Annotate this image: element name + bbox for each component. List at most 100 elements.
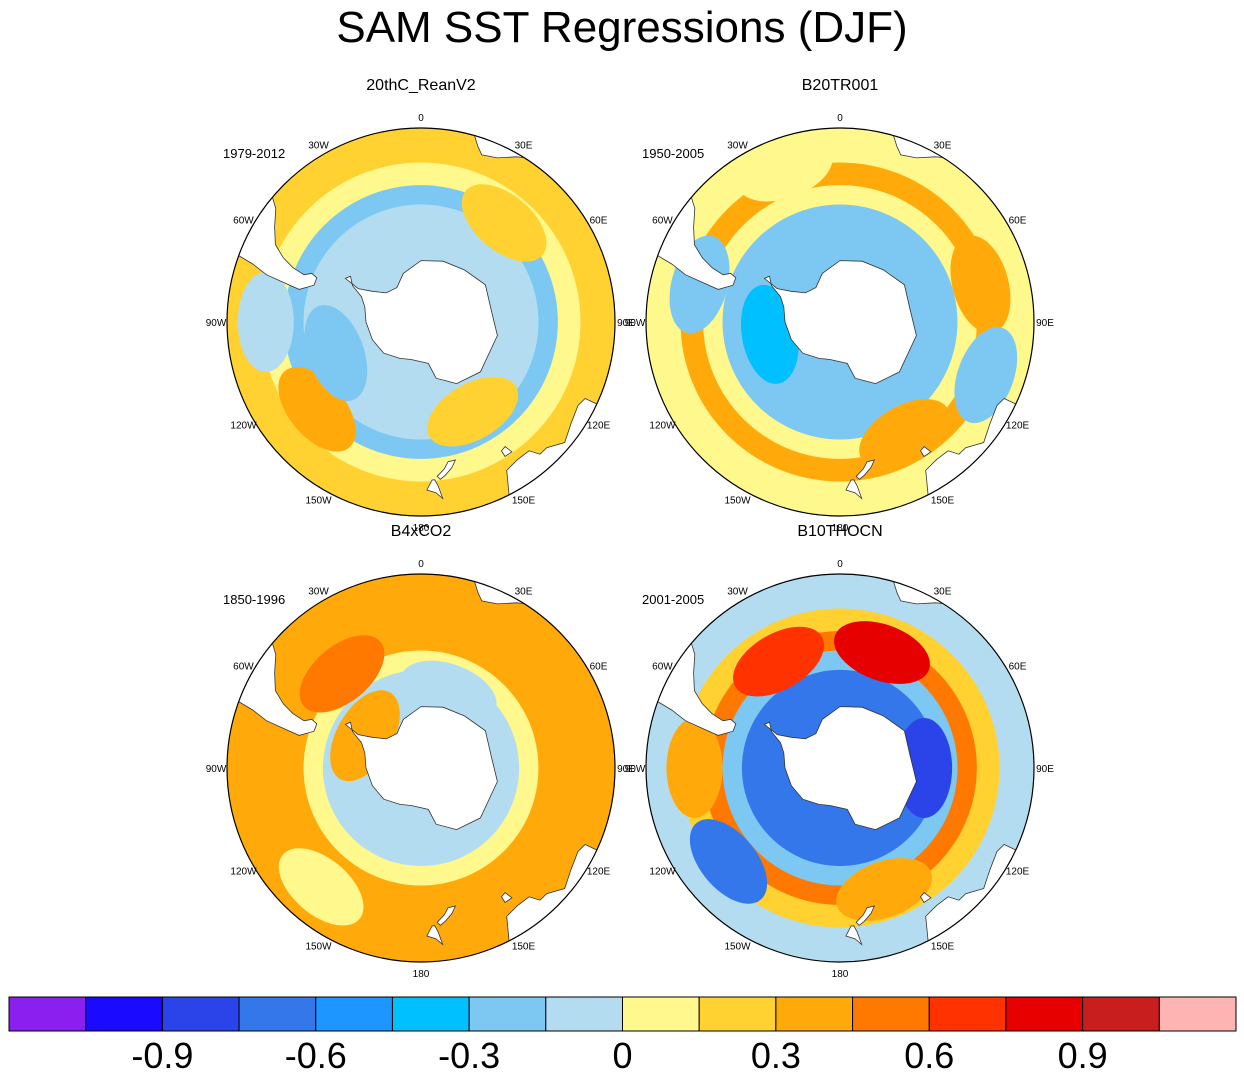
colorbar-tick-label: -0.6 [285,1035,347,1076]
longitude-label: 120E [587,421,611,432]
longitude-label: 60E [590,662,608,673]
longitude-label: 60E [1009,662,1027,673]
longitude-label: 180 [413,523,430,534]
longitude-label: 0 [418,113,424,124]
colorbar-tick-label: -0.9 [131,1035,193,1076]
longitude-label: 120E [1006,421,1030,432]
new-zealand [845,479,863,500]
colorbar-tick-label: 0.9 [1058,1035,1108,1076]
tasmania [920,446,932,457]
longitude-label: 90W [206,318,227,329]
new-zealand [845,925,863,946]
longitude-label: 150W [305,496,332,507]
longitude-label: 120E [1006,867,1030,878]
colorbar-tick-label: 0 [612,1035,632,1076]
panel-title: B10THOCN [797,523,882,540]
longitude-label: 180 [413,969,430,980]
map-panel-1: 0 30E 60E 90E 120E 150E 180 150W 120W 90W 60W 30W 20… [206,77,636,534]
colorbar-swatch [545,996,623,1032]
map-boundary [226,573,616,963]
colorbar-swatch [161,996,240,1032]
map-boundary [645,127,1035,517]
new-zealand [426,479,444,500]
sst-anomaly-patch [736,138,833,202]
sst-anomaly-patch [834,621,930,684]
sst-anomaly-patch [278,848,364,926]
panel-period: 1979-2012 [223,146,285,161]
longitude-label: 150E [931,942,955,953]
colorbar-swatch [468,996,547,1032]
antarctica [344,706,498,831]
colorbar-swatch [1082,996,1160,1032]
panel-period: 1950-2005 [642,146,704,161]
panel-title: B20TR001 [802,77,879,94]
longitude-label: 60W [233,216,254,227]
longitude-label: 150E [512,496,536,507]
colorbar: -0.9 -0.6 -0.3 0 0.3 0.6 0.9 [8,996,1237,1076]
longitude-label: 0 [837,113,843,124]
sst-anomaly-patch [299,635,385,713]
colorbar-swatch [315,996,393,1032]
longitude-label: 60W [233,662,254,673]
panel-title: 20thC_ReanV2 [366,77,476,94]
longitude-label: 90E [1036,764,1054,775]
colorbar-swatch [85,996,163,1032]
longitude-label: 120W [649,421,676,432]
longitude-label: 60W [652,662,673,673]
tasmania [501,446,513,457]
longitude-label: 120E [587,867,611,878]
panel-period: 2001-2005 [642,592,704,607]
longitude-label: 180 [832,523,849,534]
longitude-label: 60E [1009,216,1027,227]
sst-anomaly-patch [954,327,1018,424]
longitude-label: 120W [649,867,676,878]
longitude-label: 30W [727,586,748,597]
map-panel-3: 0 30E 60E 90E 120E 150E 180 150W 120W 90W 60W 30W B4… [206,523,636,980]
longitude-label: 30W [308,586,329,597]
longitude-label: 60W [652,216,673,227]
panel-title: B4xCO2 [391,523,452,540]
new-zealand [855,459,876,480]
tasmania [920,892,932,903]
new-zealand [436,905,457,926]
longitude-label: 180 [832,969,849,980]
longitude-label: 90W [206,764,227,775]
map-panel-4: 0 30E 60E 90E 120E 150E 180 150W 120W 90W 60W 30W B1… [625,523,1055,980]
longitude-label: 150W [724,496,751,507]
map-boundary [226,127,616,517]
figure-title: SAM SST Regressions (DJF) [336,3,908,52]
sst-anomaly-patch [689,819,768,904]
sst-anomaly-patch [733,626,825,697]
colorbar-swatch [238,996,317,1032]
colorbar-tick-label: 0.3 [751,1035,801,1076]
longitude-label: 90E [617,764,635,775]
colorbar-swatch [852,996,930,1032]
colorbar-swatch [928,996,1007,1032]
colorbar-swatch [622,996,700,1032]
longitude-label: 90E [617,318,635,329]
colorbar-tick-label: -0.3 [438,1035,500,1076]
longitude-label: 150W [724,942,751,953]
longitude-label: 90W [625,318,646,329]
longitude-label: 0 [418,559,424,570]
longitude-label: 120W [230,421,257,432]
panel-period: 1850-1996 [223,592,285,607]
new-zealand [426,925,444,946]
longitude-label: 0 [837,559,843,570]
longitude-label: 30E [515,140,533,151]
sst-anomaly-patch [950,235,1011,334]
new-zealand [436,459,457,480]
colorbar-swatch [391,996,470,1032]
new-zealand [855,905,876,926]
longitude-label: 90W [625,764,646,775]
longitude-label: 150W [305,942,332,953]
antarctica [763,706,917,831]
sst-anomaly-patch [461,184,547,262]
colorbar-swatch [1005,996,1084,1032]
longitude-label: 30E [934,140,952,151]
longitude-label: 150E [931,496,955,507]
tasmania [501,892,513,903]
colorbar-swatch [1158,996,1237,1032]
longitude-label: 30W [727,140,748,151]
